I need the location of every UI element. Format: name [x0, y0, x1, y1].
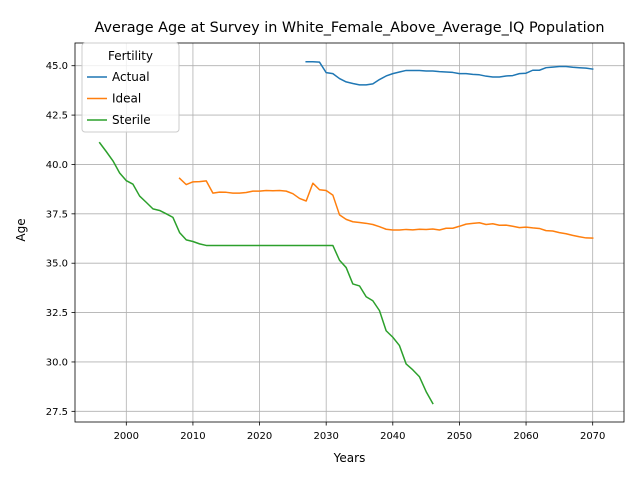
y-tick-label: 37.5 — [46, 209, 68, 220]
grid — [75, 43, 624, 422]
x-tick-label: 2000 — [114, 431, 139, 442]
x-tick-label: 2040 — [380, 431, 405, 442]
series-line-actual — [305, 61, 594, 86]
y-tick-label: 42.5 — [46, 111, 68, 122]
y-tick-label: 35.0 — [46, 259, 68, 270]
x-axis-label: Years — [333, 451, 366, 465]
plot-area-frame — [74, 42, 625, 423]
x-tick-label: 2020 — [247, 431, 272, 442]
x-tick-label: 2010 — [180, 431, 205, 442]
x-tick-label: 2060 — [513, 431, 538, 442]
y-axis-label: Age — [14, 218, 28, 241]
legend-label-sterile: Sterile — [112, 113, 151, 127]
legend: Fertility Actual Ideal Sterile — [81, 42, 180, 133]
y-tick-label: 30.0 — [46, 357, 68, 368]
y-tick-label: 32.5 — [46, 308, 68, 319]
y-tick-label: 27.5 — [46, 407, 68, 418]
chart-title: Average Age at Survey in White_Female_Ab… — [94, 20, 604, 36]
x-tick-label: 2030 — [313, 431, 338, 442]
legend-label-ideal: Ideal — [112, 92, 141, 106]
series-line-sterile — [98, 141, 434, 405]
x-tick-label: 2050 — [447, 431, 472, 442]
legend-title: Fertility — [108, 49, 153, 63]
legend-box — [81, 42, 180, 133]
x-tick-label: 2070 — [580, 431, 605, 442]
y-tick-label: 40.0 — [46, 160, 68, 171]
axes: 2000 2010 2020 2030 2040 2050 2060 2070 27.5 30.0… — [46, 61, 606, 442]
legend-label-actual: Actual — [112, 70, 150, 84]
series-line-ideal — [178, 177, 594, 239]
series-lines — [98, 61, 594, 405]
y-tick-label: 45.0 — [46, 61, 68, 72]
legend-items: Actual Ideal Sterile — [87, 70, 151, 127]
